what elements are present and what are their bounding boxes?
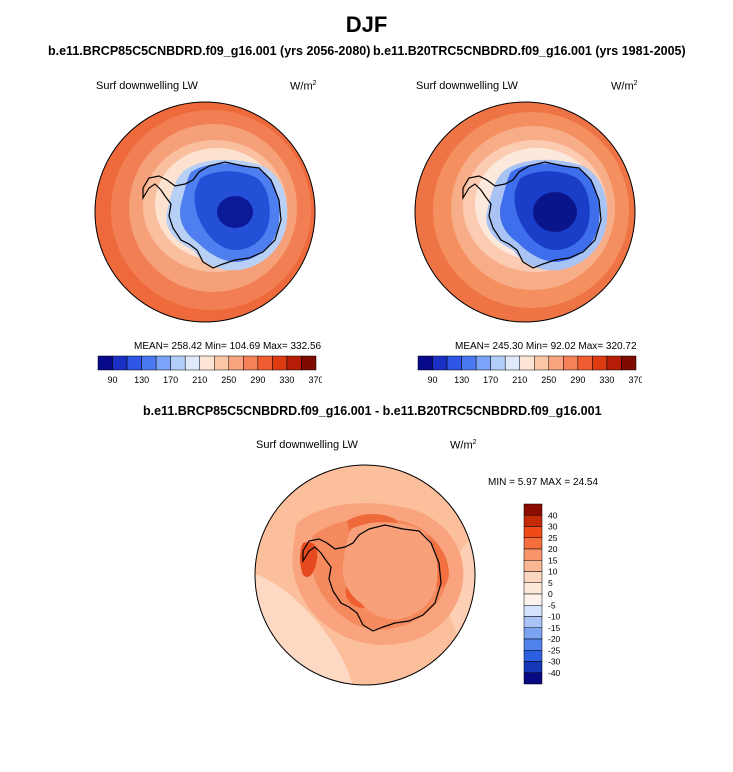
diff-variable-label: Surf downwelling LW (256, 439, 358, 451)
diff-colorbar-swatch (523, 548, 543, 561)
diff-colorbar-swatch (523, 605, 543, 617)
diff-colorbar-swatch (523, 582, 543, 595)
diff-colorbar-label: 40 (548, 510, 558, 520)
diff-colorbar-label: -20 (548, 634, 561, 644)
right-colorbar-label: 210 (512, 375, 527, 385)
right-colorbar-swatch (504, 355, 520, 371)
right-colorbar-swatch (621, 355, 637, 371)
diff-colorbar-label: 0 (548, 589, 553, 599)
diff-polar-map (254, 464, 476, 686)
left-colorbar-label: 210 (192, 375, 207, 385)
left-colorbar-swatch (257, 355, 273, 371)
right-colorbar-swatch (563, 355, 579, 371)
right-colorbar-swatch (519, 355, 535, 371)
left-colorbar-swatch (214, 355, 230, 371)
right-units-label: W/m2 (611, 80, 638, 93)
diff-colorbar-label: -30 (548, 657, 561, 667)
right-colorbar-label: 170 (483, 375, 498, 385)
right-colorbar-swatch (446, 355, 462, 371)
diff-panel-title: b.e11.BRCP85C5CNBDRD.f09_g16.001 - b.e11… (143, 404, 602, 418)
right-colorbar-swatch (475, 355, 491, 371)
diff-colorbar-swatch (523, 503, 543, 516)
left-colorbar-swatch (112, 355, 128, 371)
diff-colorbar-swatch (523, 672, 543, 685)
diff-colorbar-label: -15 (548, 623, 561, 633)
diff-colorbar-swatch (523, 571, 543, 583)
left-colorbar-swatch (170, 355, 186, 371)
right-colorbar-label: 130 (454, 375, 469, 385)
right-panel-title: b.e11.B20TRC5CNBDRD.f09_g16.001 (yrs 198… (373, 44, 686, 58)
left-variable-label: Surf downwelling LW (96, 80, 198, 92)
left-colorbar-label: 250 (221, 375, 236, 385)
diff-colorbar-swatch (523, 661, 543, 673)
diff-colorbar-swatch (523, 515, 543, 527)
diff-colorbar-swatch (523, 526, 543, 538)
right-colorbar-swatch (606, 355, 622, 371)
diff-colorbar-swatch (523, 560, 543, 572)
left-colorbar-swatch (301, 355, 317, 371)
left-colorbar-swatch (272, 355, 288, 371)
diff-colorbar-swatch (523, 638, 543, 651)
right-colorbar-swatch (461, 355, 477, 371)
left-colorbar-swatch (97, 355, 113, 371)
left-colorbar-swatch (141, 355, 157, 371)
right-colorbar-swatch (577, 355, 593, 371)
right-colorbar-label: 250 (541, 375, 556, 385)
diff-stats: MIN = 5.97 MAX = 24.54 (488, 477, 599, 488)
left-colorbar-swatch (184, 355, 200, 371)
diff-colorbar-label: -40 (548, 668, 561, 678)
left-colorbar-label: 90 (108, 375, 118, 385)
diff-colorbar-label: 5 (548, 578, 553, 588)
diff-colorbar-swatch (523, 537, 543, 550)
left-colorbar-swatch (199, 355, 215, 371)
right-colorbar-label: 330 (599, 375, 614, 385)
right-colorbar-swatch (432, 355, 448, 371)
diff-colorbar-label: -25 (548, 645, 561, 655)
right-colorbar-swatch (417, 355, 433, 371)
left-units-label: W/m2 (290, 80, 317, 93)
right-colorbar-swatch (490, 355, 506, 371)
diff-colorbar-label: -5 (548, 600, 556, 610)
left-colorbar-label: 130 (134, 375, 149, 385)
right-colorbar-label: 90 (428, 375, 438, 385)
diff-colorbar-label: 20 (548, 544, 558, 554)
left-colorbar-label: 330 (279, 375, 294, 385)
diff-colorbar-swatch (523, 650, 543, 662)
left-colorbar-label: 170 (163, 375, 178, 385)
right-variable-label: Surf downwelling LW (416, 80, 518, 92)
left-polar-map (94, 101, 316, 323)
left-colorbar-swatch (286, 355, 302, 371)
right-polar-map (414, 101, 636, 323)
figure-title: DJF (345, 12, 388, 37)
right-colorbar-label: 370 (628, 375, 642, 385)
diff-colorbar-swatch (523, 627, 543, 640)
diff-colorbar-label: -10 (548, 612, 561, 622)
left-colorbar-swatch (243, 355, 259, 371)
right-colorbar-swatch (548, 355, 564, 371)
diff-colorbar-swatch (523, 616, 543, 628)
right-colorbar-label: 290 (570, 375, 585, 385)
left-colorbar: 90 130 170 210 250 290 330 370 (97, 355, 322, 385)
left-colorbar-label: 290 (250, 375, 265, 385)
left-colorbar-swatch (126, 355, 142, 371)
right-stats: MEAN= 245.30 Min= 92.02 Max= 320.72 (455, 341, 637, 352)
diff-colorbar-label: 15 (548, 555, 558, 565)
diff-colorbar-label: 25 (548, 533, 558, 543)
left-colorbar-swatch (155, 355, 171, 371)
diff-colorbar-swatch (523, 593, 543, 606)
right-colorbar-swatch (592, 355, 608, 371)
diff-colorbar-label: 10 (548, 567, 558, 577)
right-colorbar: 90 130 170 210 250 290 330 370 (417, 355, 642, 385)
diff-colorbar-label: 30 (548, 522, 558, 532)
left-colorbar-swatch (228, 355, 244, 371)
right-colorbar-swatch (534, 355, 550, 371)
left-panel-title: b.e11.BRCP85C5CNBDRD.f09_g16.001 (yrs 20… (48, 44, 371, 58)
left-stats: MEAN= 258.42 Min= 104.69 Max= 332.56 (134, 341, 322, 352)
diff-units-label: W/m2 (450, 439, 477, 452)
left-colorbar-label: 370 (308, 375, 322, 385)
